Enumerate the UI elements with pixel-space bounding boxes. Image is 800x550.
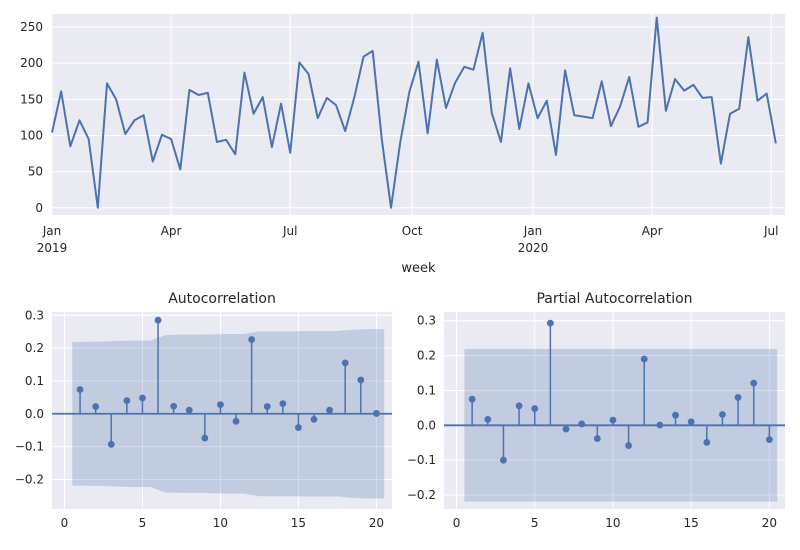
y-tick-label: 0.0	[417, 418, 436, 432]
plot-area	[52, 14, 785, 215]
stem-marker	[656, 421, 664, 429]
stem-marker	[734, 394, 742, 401]
x-tick-label: 0	[453, 516, 461, 530]
stem-marker	[593, 435, 601, 442]
stem-marker	[326, 406, 334, 414]
stem-marker	[310, 415, 318, 423]
stem-marker	[185, 406, 193, 414]
stem-marker	[484, 415, 492, 423]
y-tick-label: 50	[28, 165, 43, 179]
y-tick-label: 0.1	[417, 383, 436, 397]
stem-marker	[750, 379, 758, 387]
x-tick-label: 20	[369, 516, 384, 530]
stem-marker	[687, 418, 695, 426]
x-tick-label: Jul	[282, 224, 297, 238]
x-tick-label: Apr	[161, 224, 182, 238]
pacf-chart: −0.2 −0.1 0.0 0.1 0.2 0.3 0 5 10 15 20 Partial Auto…	[407, 291, 785, 530]
x-tick-label: 5	[531, 516, 539, 530]
stem-marker	[500, 456, 507, 464]
x-tick-label: Apr	[642, 224, 663, 238]
stem-marker	[154, 316, 162, 324]
y-tick-label: 0	[35, 201, 43, 215]
stem-marker	[719, 411, 726, 418]
y-tick-label: 0.0	[25, 407, 44, 421]
y-tick-label: 250	[20, 20, 43, 34]
stem-marker	[170, 402, 178, 410]
stem-marker	[562, 425, 570, 433]
stem-marker	[515, 402, 523, 410]
y-tick-label: 150	[20, 92, 43, 106]
y-tick-label: 0.3	[417, 314, 436, 328]
stem-marker	[76, 386, 84, 393]
x-tick-label: 5	[139, 516, 147, 530]
stem-marker	[373, 410, 380, 417]
stem-marker	[609, 416, 617, 424]
chart-title: Autocorrelation	[168, 291, 276, 307]
x-tick-label: 0	[61, 516, 69, 530]
y-tick-label: 0.3	[25, 308, 44, 322]
stem-marker	[217, 401, 224, 408]
stem-marker	[341, 359, 349, 367]
plot-area	[444, 312, 785, 509]
stem-marker	[107, 440, 115, 448]
stem-marker	[357, 376, 365, 384]
stem-marker	[248, 336, 256, 343]
y-tick-label: 0.1	[25, 374, 44, 388]
stem-marker	[468, 395, 476, 403]
y-tick-label: −0.2	[407, 488, 436, 502]
y-tick-label: 0.2	[25, 341, 44, 355]
y-tick-label: −0.2	[15, 472, 44, 486]
stem-marker	[546, 319, 554, 327]
y-tick-label: 200	[20, 56, 43, 70]
stem-marker	[232, 417, 240, 425]
stem-marker	[263, 403, 271, 410]
x-tick-year-label: 2019	[37, 241, 68, 255]
plot-area	[52, 312, 392, 509]
weekly-line-chart: 0 50 100 150 200 250 Jan 2019 Apr Jul Oct Jan 2020 Ap…	[20, 14, 785, 276]
stem-marker	[123, 397, 131, 405]
stem-marker	[703, 439, 711, 446]
stem-marker	[672, 411, 679, 419]
stem-marker	[765, 436, 773, 444]
y-tick-label: 0.2	[417, 349, 436, 363]
x-tick-year-label: 2020	[518, 241, 549, 255]
stem-marker	[640, 355, 648, 363]
stem-marker	[92, 403, 100, 410]
x-tick-label: 20	[762, 516, 777, 530]
x-tick-label: 10	[605, 516, 620, 530]
chart-title: Partial Autocorrelation	[536, 291, 692, 307]
x-tick-label: Oct	[402, 224, 423, 238]
x-tick-label: 15	[291, 516, 306, 530]
y-tick-label: 100	[20, 128, 43, 142]
x-tick-label: Jan	[523, 224, 543, 238]
stem-marker	[625, 442, 632, 449]
stem-marker	[139, 394, 146, 402]
series-line	[51, 16, 777, 209]
acf-chart: −0.2 −0.1 0.0 0.1 0.2 0.3 0 5 10 15 20 Autocorrelat…	[15, 291, 392, 530]
stem-marker	[201, 434, 209, 442]
y-tick-label: −0.1	[15, 440, 44, 454]
stem-marker	[295, 424, 302, 431]
x-tick-label: 15	[684, 516, 699, 530]
stem-marker	[279, 400, 287, 408]
stem-marker	[578, 420, 586, 428]
x-axis-label: week	[401, 261, 436, 276]
x-tick-label: Jul	[763, 224, 778, 238]
x-tick-label: 10	[213, 516, 228, 530]
stem-marker	[531, 405, 539, 412]
x-tick-label: Jan	[42, 224, 62, 238]
y-tick-label: −0.1	[407, 453, 436, 467]
